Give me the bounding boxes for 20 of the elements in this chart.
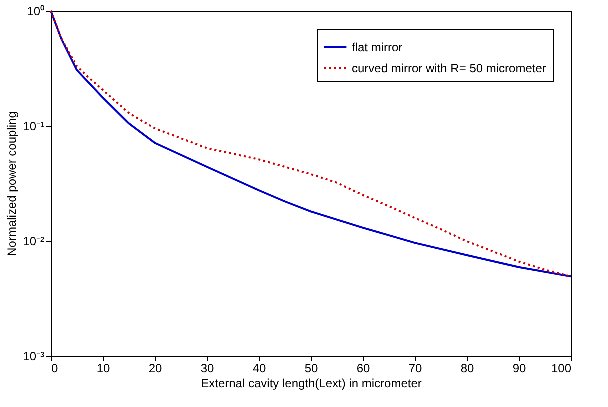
x-tick-label: 80 [460,362,474,376]
x-tick-label: 70 [408,362,422,376]
x-tick-label: 40 [252,362,266,376]
x-axis-title: External cavity length(Lext) in micrometer [201,376,422,390]
y-tick-label: 10⁻² [23,234,45,248]
x-tick-label: 20 [148,362,162,376]
x-tick-label: 60 [356,362,370,376]
legend-label: flat mirror [352,40,403,54]
y-tick-label: 10⁰ [27,4,44,18]
x-tick-label: 0 [52,362,58,376]
x-tick-label: 100 [551,362,572,376]
x-tick-label: 30 [200,362,214,376]
x-tick-label: 10 [96,362,110,376]
y-tick-label: 10⁻¹ [23,120,45,134]
x-tick-label: 90 [512,362,526,376]
line-series [50,10,572,278]
y-tick-label: 10⁻³ [23,350,45,364]
x-tick-label: 50 [304,362,318,376]
y-axis-title: Normalized power coupling [5,112,20,256]
legend-label: curved mirror with R= 50 micrometer [352,62,546,76]
